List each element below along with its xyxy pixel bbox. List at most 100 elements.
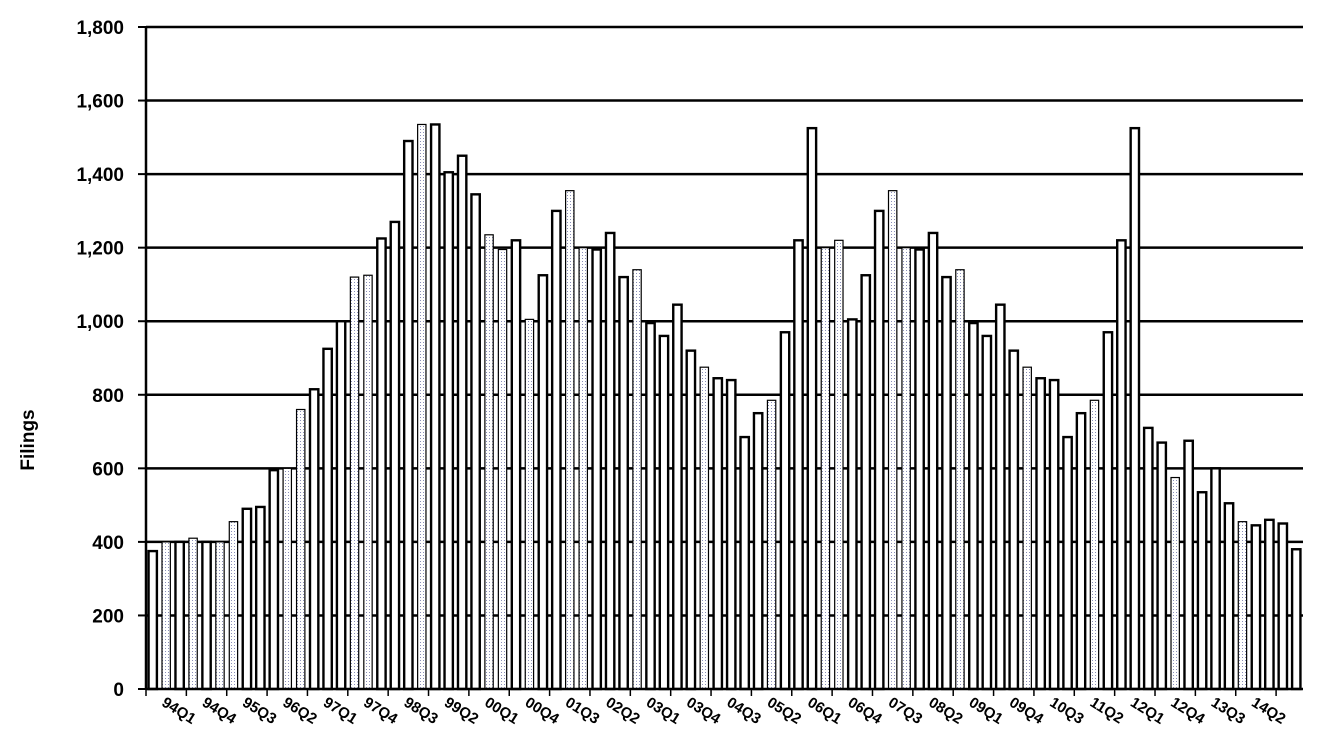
bar-09Q1	[955, 269, 965, 690]
bar-undefined	[1250, 524, 1262, 691]
bar-97Q1	[308, 388, 320, 691]
bar-11Q4	[1102, 331, 1114, 691]
bar-11Q1	[1062, 435, 1073, 691]
bar-07Q2	[860, 274, 872, 691]
bar-06Q2	[806, 126, 818, 691]
x-tick-label: 03Q4	[683, 694, 724, 728]
bar-10Q1	[1008, 349, 1020, 691]
bar-undefined	[1263, 518, 1275, 691]
bar-09Q2	[968, 321, 979, 691]
bar-99Q3	[443, 171, 455, 691]
x-tick-label: 14Q2	[1248, 694, 1288, 728]
bar-04Q1	[685, 349, 697, 691]
y-tick-label: 0	[113, 680, 124, 701]
bar-00Q3	[497, 248, 508, 690]
x-tick-label: 95Q3	[239, 694, 279, 728]
bar-08Q2	[914, 248, 925, 691]
y-tick-label: 200	[92, 606, 124, 627]
bar-06Q1	[793, 239, 804, 691]
bar-05Q4	[779, 331, 791, 691]
x-tick-label: 94Q1	[159, 694, 199, 728]
x-tick-label: 08Q2	[925, 694, 965, 728]
bar-98Q4	[402, 139, 414, 691]
bar-13Q1	[1170, 476, 1180, 690]
bar-06Q3	[820, 247, 831, 690]
x-tick-label: 97Q1	[320, 694, 360, 728]
y-tick-label: 400	[92, 533, 124, 554]
bar-08Q4	[941, 275, 952, 691]
bar-13Q3	[1196, 491, 1208, 691]
bar-96Q2	[268, 468, 280, 691]
x-tick-label: 11Q2	[1087, 694, 1126, 727]
x-tick-label: 00Q4	[522, 694, 563, 728]
bar-03Q2	[645, 321, 656, 691]
x-tick-label: 98Q3	[401, 694, 441, 728]
bar-98Q1	[363, 274, 373, 690]
y-tick-label: 800	[92, 386, 124, 407]
bar-05Q1	[739, 435, 751, 691]
y-axis-ticks: 0 200 400 600 800 1,000 1,200 1,400 1,600 1,800	[76, 18, 124, 701]
bar-09Q4	[994, 303, 1006, 691]
bar-14Q1	[1223, 502, 1235, 691]
bar-12Q2	[1129, 126, 1141, 691]
bar-01Q4	[565, 190, 575, 690]
x-tick-label: 12Q4	[1168, 694, 1209, 728]
bar-00Q1	[470, 193, 481, 691]
x-tick-label: 97Q4	[360, 694, 401, 728]
bar-01Q1	[524, 318, 535, 690]
bar-03Q3	[658, 334, 670, 691]
bar-08Q1	[901, 247, 911, 690]
bar-94Q1	[147, 549, 159, 691]
x-tick-label: 00Q1	[481, 694, 521, 728]
bar-10Q3	[1035, 377, 1047, 691]
bar-99Q2	[429, 123, 441, 691]
bar-94Q2	[161, 541, 171, 690]
bar-13Q4	[1210, 467, 1221, 691]
bar-12Q1	[1116, 239, 1127, 691]
x-tick-label: 09Q4	[1006, 694, 1047, 728]
bar-97Q4	[349, 276, 360, 690]
bar-97Q2	[322, 347, 333, 691]
x-tick-label: 01Q3	[562, 694, 602, 728]
x-tick-label: 94Q4	[199, 694, 240, 728]
bar-04Q4	[725, 378, 737, 691]
bar-07Q1	[846, 318, 858, 691]
bar-95Q1	[201, 540, 212, 691]
bar-10Q4	[1048, 378, 1060, 691]
bar-01Q3	[550, 209, 562, 691]
y-tick-label: 1,800	[76, 18, 124, 39]
y-tick-label: 1,600	[76, 92, 124, 113]
bar-99Q1	[417, 123, 427, 690]
bar-09Q3	[981, 334, 993, 691]
bar-04Q2	[699, 366, 710, 690]
y-tick-label: 1,400	[76, 165, 124, 186]
y-tick-label: 1,000	[76, 312, 124, 333]
bar-11Q2	[1075, 411, 1087, 691]
bar-96Q3	[282, 467, 293, 690]
bar-07Q3	[873, 209, 885, 691]
bar-94Q3	[174, 540, 186, 691]
x-tick-label: 13Q3	[1208, 694, 1248, 728]
bar-01Q2	[537, 274, 549, 691]
bar-96Q1	[254, 505, 266, 691]
bar-14Q2	[1237, 521, 1248, 690]
bar-03Q1	[632, 269, 642, 690]
x-tick-label: 99Q2	[441, 694, 481, 728]
bar-04Q3	[712, 377, 724, 691]
bar-08Q3	[927, 231, 939, 691]
bar-00Q2	[484, 234, 494, 690]
x-tick-label: 03Q1	[643, 694, 683, 728]
bar-07Q4	[887, 190, 898, 690]
x-axis-ticks: 94Q1 94Q4 95Q3 96Q2 97Q1 97Q4 98Q3 99Q2 00Q1 00Q4…	[159, 694, 1289, 728]
bar-96Q4	[295, 408, 306, 690]
x-tick-label: 10Q3	[1047, 694, 1087, 728]
bars	[147, 123, 1302, 691]
bar-02Q1	[578, 247, 589, 690]
bar-98Q2	[376, 237, 387, 691]
x-tick-label: 12Q1	[1127, 694, 1167, 728]
bar-95Q2	[215, 541, 225, 690]
x-tick-label: 06Q4	[845, 694, 886, 728]
bar-02Q2	[591, 248, 603, 691]
bar-05Q2	[752, 411, 764, 691]
